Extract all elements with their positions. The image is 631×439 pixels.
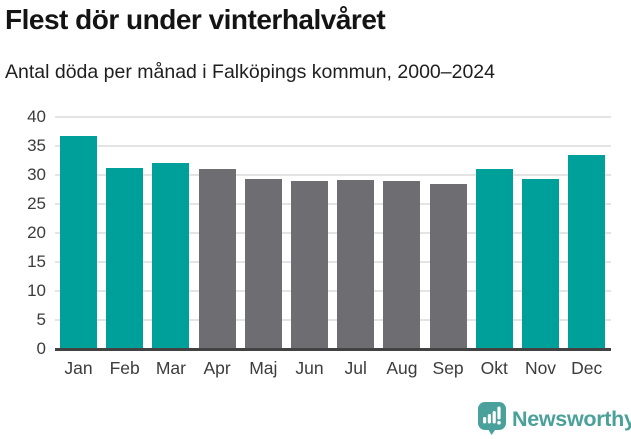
x-tick-dec: Dec [571, 358, 603, 378]
x-axis-line [55, 348, 611, 351]
x-tick-maj: Maj [249, 358, 278, 378]
y-tick-20: 20 [27, 223, 46, 242]
y-tick-40: 40 [27, 107, 46, 126]
bar-apr [198, 169, 236, 349]
bar-jan [60, 135, 97, 349]
newsworthy-bubble-chart-icon [478, 402, 506, 435]
newsworthy-wordmark: Newsworthy [512, 407, 631, 431]
y-tick-25: 25 [27, 194, 46, 213]
gridline-40 [55, 116, 611, 118]
bar-jul [337, 180, 375, 349]
bar-feb [106, 167, 144, 349]
y-tick-0: 0 [36, 339, 46, 358]
x-tick-jan: Jan [64, 358, 93, 378]
newsworthy-logo: Newsworthy [477, 401, 631, 436]
x-tick-mar: Mar [155, 358, 186, 378]
gridline-20 [55, 232, 611, 234]
y-tick-15: 15 [27, 252, 46, 271]
bar-maj [244, 178, 282, 349]
bar-sep [429, 184, 467, 349]
gridline-25 [55, 203, 611, 205]
bar-jun [291, 180, 328, 349]
x-tick-feb: Feb [109, 358, 140, 378]
x-tick-sep: Sep [432, 358, 464, 378]
x-tick-jul: Jul [344, 358, 367, 378]
bar-aug [383, 181, 421, 349]
chart-title: Flest dör under vinterhalvåret [5, 4, 386, 35]
bar-dec [568, 155, 606, 349]
chart-subtitle: Antal döda per månad i Falköpings kommun… [5, 61, 495, 83]
x-tick-okt: Okt [480, 358, 508, 378]
x-tick-jun: Jun [295, 358, 324, 378]
bar-okt [475, 169, 513, 349]
bar-mar [152, 163, 190, 349]
gridline-10 [55, 290, 611, 292]
bar-nov [522, 178, 559, 349]
gridline-15 [55, 261, 611, 263]
x-tick-apr: Apr [203, 358, 231, 378]
gridline-5 [55, 319, 611, 321]
gridline-30 [55, 174, 611, 176]
x-tick-nov: Nov [524, 358, 557, 378]
y-tick-10: 10 [27, 281, 46, 300]
plot-area [55, 116, 611, 349]
y-tick-5: 5 [36, 310, 46, 329]
x-tick-aug: Aug [386, 358, 418, 378]
y-tick-35: 35 [27, 136, 46, 155]
gridline-35 [55, 145, 611, 147]
y-tick-30: 30 [27, 165, 46, 184]
